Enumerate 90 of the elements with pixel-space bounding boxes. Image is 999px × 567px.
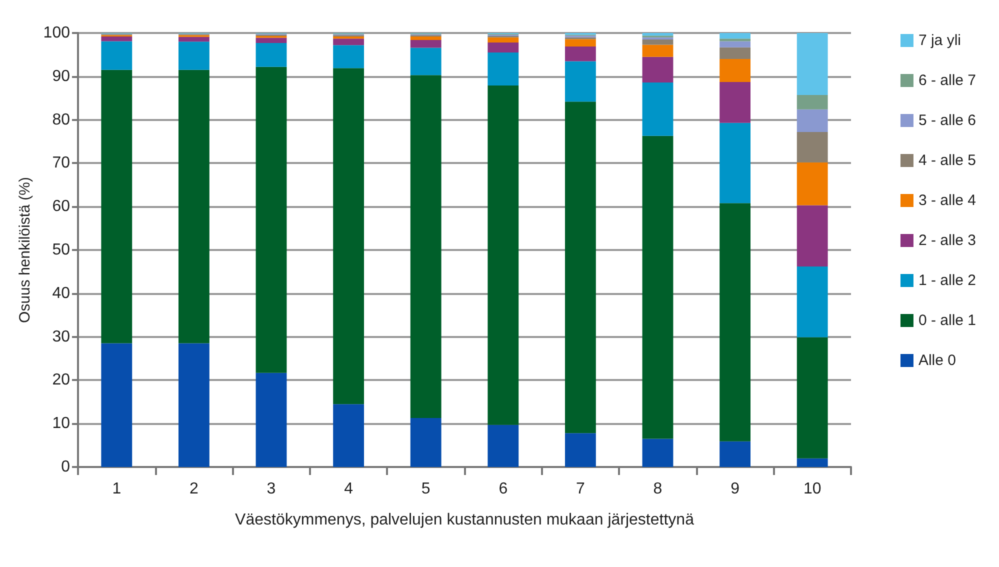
legend-label: 7 ja yli bbox=[918, 32, 961, 49]
bar bbox=[796, 266, 828, 338]
legend-label: 6 - alle 7 bbox=[918, 72, 976, 89]
bar bbox=[178, 36, 210, 42]
bar bbox=[256, 372, 287, 467]
bar bbox=[720, 59, 751, 82]
x-tick-label: 4 bbox=[344, 480, 354, 498]
bar bbox=[101, 41, 132, 70]
bar bbox=[796, 205, 828, 266]
bar bbox=[564, 39, 596, 46]
bar bbox=[410, 36, 442, 40]
bar bbox=[720, 38, 751, 42]
bar bbox=[256, 42, 287, 67]
bar bbox=[796, 337, 828, 458]
bar bbox=[720, 82, 751, 123]
bar bbox=[410, 418, 442, 467]
x-tick-label: 8 bbox=[653, 480, 662, 498]
bar bbox=[410, 75, 442, 418]
bar bbox=[488, 52, 519, 86]
bar bbox=[564, 46, 596, 62]
bar bbox=[564, 61, 596, 102]
bar bbox=[642, 82, 674, 136]
x-tick-label: 5 bbox=[421, 480, 430, 498]
bar bbox=[488, 424, 519, 467]
bar bbox=[642, 40, 674, 45]
bar bbox=[642, 44, 674, 57]
y-tick-label: 80 bbox=[52, 111, 70, 128]
bar bbox=[101, 343, 132, 467]
bar bbox=[333, 68, 364, 404]
y-tick-label: 30 bbox=[52, 328, 70, 346]
legend-label: 2 - alle 3 bbox=[918, 232, 976, 249]
bar bbox=[796, 33, 828, 96]
x-tick-label: 1 bbox=[112, 480, 122, 498]
bar bbox=[642, 136, 674, 439]
legend-label: 1 - alle 2 bbox=[918, 272, 976, 289]
bar bbox=[642, 438, 674, 467]
legend-label: Alle 0 bbox=[918, 352, 956, 369]
y-axis-title: Osuus henkilöistä (%) bbox=[16, 177, 34, 323]
y-tick-label: 60 bbox=[52, 198, 70, 216]
bar bbox=[642, 56, 674, 82]
bar bbox=[333, 45, 364, 68]
bar bbox=[488, 42, 519, 53]
bar bbox=[720, 41, 751, 48]
y-tick-label: 70 bbox=[52, 154, 70, 172]
bar bbox=[488, 86, 519, 425]
bar bbox=[178, 42, 210, 70]
legend-label: 3 - alle 4 bbox=[918, 192, 976, 209]
bar bbox=[720, 33, 751, 39]
x-tick-label: 10 bbox=[803, 480, 822, 498]
bar bbox=[410, 40, 442, 48]
bar bbox=[796, 162, 828, 206]
bar bbox=[178, 343, 210, 467]
bar bbox=[796, 95, 828, 110]
x-axis-title: Väestökymmenys, palvelujen kustannusten mukaan järjestettynä bbox=[235, 512, 694, 528]
bar bbox=[256, 66, 287, 373]
bar bbox=[720, 47, 751, 60]
legend-label: 0 - alle 1 bbox=[918, 312, 976, 329]
bar bbox=[101, 70, 132, 344]
x-tick-label: 9 bbox=[730, 480, 740, 498]
bar bbox=[178, 70, 210, 344]
y-tick-label: 10 bbox=[52, 415, 70, 432]
y-tick-label: 40 bbox=[52, 284, 70, 302]
bar bbox=[796, 109, 828, 132]
bar bbox=[488, 37, 519, 43]
bar bbox=[796, 132, 828, 162]
bar bbox=[410, 48, 442, 76]
x-tick-label: 6 bbox=[498, 480, 508, 498]
bar bbox=[720, 203, 751, 442]
y-tick-label: 20 bbox=[52, 372, 70, 389]
bar bbox=[642, 37, 674, 40]
bar bbox=[256, 38, 287, 43]
bar bbox=[564, 433, 596, 467]
bar bbox=[796, 458, 828, 467]
x-tick-label: 2 bbox=[189, 480, 198, 498]
y-tick-label: 50 bbox=[52, 242, 70, 258]
bar bbox=[333, 404, 364, 467]
legend-label: 4 - alle 5 bbox=[918, 152, 976, 169]
y-tick-label: 90 bbox=[52, 68, 70, 85]
bar bbox=[642, 33, 674, 36]
x-tick-label: 3 bbox=[266, 480, 276, 498]
bar bbox=[564, 102, 596, 434]
bar bbox=[333, 36, 364, 39]
legend-label: 5 - alle 6 bbox=[918, 112, 976, 129]
bar bbox=[720, 441, 751, 467]
bar bbox=[333, 38, 364, 46]
bar bbox=[101, 36, 132, 42]
x-tick-label: 7 bbox=[576, 480, 585, 498]
y-tick-label: 0 bbox=[61, 458, 70, 476]
y-tick-label: 100 bbox=[43, 24, 70, 42]
bar bbox=[720, 122, 751, 204]
